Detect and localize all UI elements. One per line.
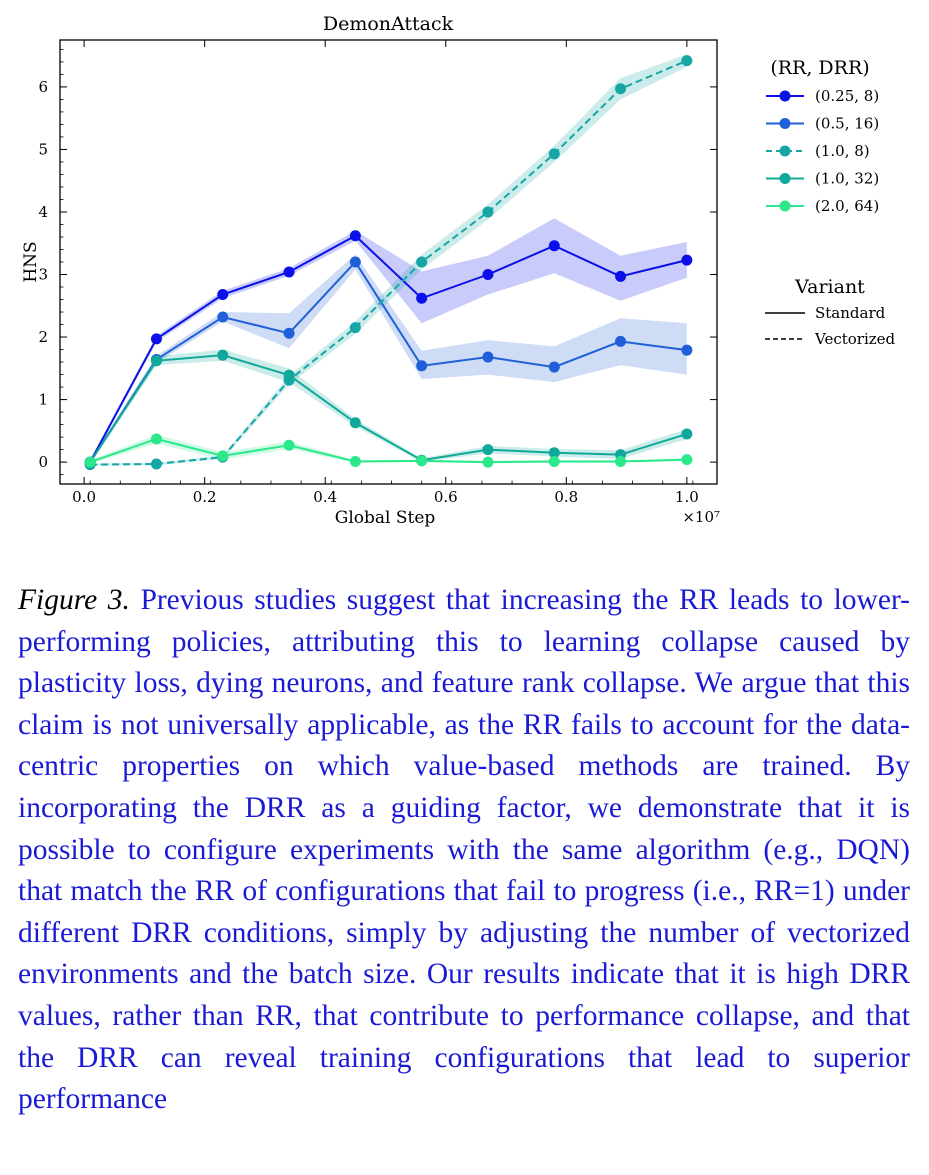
data-point-0-3 <box>283 266 295 278</box>
data-point-4-4 <box>349 455 361 467</box>
series-line-0 <box>89 234 688 463</box>
chart: DemonAttack HNS Global Step ×10⁷ 0.0 0.2 0… <box>21 13 896 528</box>
data-point-3-2 <box>217 349 229 361</box>
data-point-4-2 <box>217 450 229 462</box>
x-axis-multiplier: ×10⁷ <box>682 508 720 526</box>
x-tick-label-2: 0.4 <box>313 488 337 506</box>
series-line-2 <box>90 59 688 466</box>
legend-variant-title: Variant <box>794 276 865 298</box>
y-tick-label-6: 6 <box>38 78 48 96</box>
x-tick-label-1: 0.2 <box>193 488 217 506</box>
y-tick-label-5: 5 <box>38 140 48 158</box>
data-point-3-6 <box>482 444 494 456</box>
legend-title: (RR, DRR) <box>770 57 869 79</box>
data-point-0-1 <box>150 333 162 345</box>
data-point-1-6 <box>482 351 494 363</box>
data-point-4-6 <box>482 456 494 468</box>
legend-marker-1 <box>779 118 791 129</box>
y-axis-label: HNS <box>21 241 41 282</box>
data-point-3-7 <box>548 447 560 459</box>
legend-label-2: (1.0, 8) <box>815 142 870 160</box>
legend-label-1: (0.5, 16) <box>815 115 879 133</box>
data-point-0-7 <box>548 240 560 252</box>
legend: (RR, DRR) (0.25, 8) (0.5, 16) (1.0, 8) (1.0… <box>765 57 896 348</box>
data-point-3-4 <box>349 417 361 429</box>
y-tick-label-2: 2 <box>38 328 48 346</box>
legend-label-4: (2.0, 64) <box>815 197 879 215</box>
data-point-0-8 <box>615 270 627 282</box>
series-points <box>84 55 693 471</box>
data-point-4-0 <box>84 456 96 468</box>
data-point-0-4 <box>349 230 361 242</box>
legend-marker-0 <box>779 90 791 102</box>
data-point-1-7 <box>548 361 560 373</box>
data-point-1-3 <box>283 327 295 339</box>
data-point-2-8 <box>615 83 627 95</box>
x-tick-label-4: 0.8 <box>554 488 578 506</box>
data-point-3-1 <box>150 355 162 367</box>
legend-label-3: (1.0, 32) <box>815 170 879 188</box>
y-tick-label-1: 1 <box>38 391 48 409</box>
x-tick-label-3: 0.6 <box>434 488 458 506</box>
data-point-2-4 <box>349 322 361 334</box>
figure-caption: Figure 3. Previous studies suggest that … <box>18 580 910 1121</box>
legend-marker-2 <box>779 145 791 157</box>
figure-label: Figure 3. <box>18 584 130 616</box>
data-point-2-6 <box>482 206 494 218</box>
data-point-2-5 <box>416 256 428 268</box>
data-point-0-5 <box>416 292 428 304</box>
y-tick-label-0: 0 <box>38 453 48 471</box>
data-point-0-9 <box>681 254 693 266</box>
y-tick-label-3: 3 <box>38 266 48 284</box>
chart-title: DemonAttack <box>323 13 454 35</box>
series-line-1 <box>89 260 687 463</box>
caption-text: Previous studies suggest that increasing… <box>18 584 911 1116</box>
series-line-4 <box>89 437 687 464</box>
x-axis-label: Global Step <box>335 508 436 528</box>
x-tick-label-5: 1.0 <box>675 488 699 506</box>
data-point-4-9 <box>681 454 693 466</box>
data-point-4-3 <box>283 439 295 451</box>
series-lines <box>89 59 688 466</box>
data-point-3-9 <box>681 428 693 440</box>
data-point-4-8 <box>615 455 627 467</box>
data-point-1-2 <box>217 311 229 323</box>
data-point-2-9 <box>681 55 693 67</box>
y-tick-label-4: 4 <box>38 203 48 221</box>
series-band-4 <box>90 434 687 464</box>
data-point-1-8 <box>615 335 627 347</box>
series-line-3 <box>89 354 688 463</box>
data-point-0-6 <box>482 269 494 281</box>
data-point-1-5 <box>416 360 428 372</box>
x-tick-label-0: 0.0 <box>72 488 96 506</box>
data-point-2-1 <box>150 458 162 470</box>
axes: 0.0 0.2 0.4 0.6 0.8 1.0 0 1 2 3 4 5 6 <box>38 39 718 506</box>
legend-variant-label-0: Standard <box>815 304 886 322</box>
data-point-1-9 <box>681 344 693 356</box>
series-band-1 <box>90 254 687 464</box>
confidence-bands <box>90 54 687 466</box>
data-point-4-1 <box>150 433 162 445</box>
data-point-4-7 <box>548 455 560 467</box>
data-point-3-3 <box>283 369 295 381</box>
data-point-0-2 <box>217 289 229 301</box>
series-band-2 <box>90 54 687 466</box>
legend-marker-3 <box>779 173 791 184</box>
legend-variant-label-1: Vectorized <box>814 330 896 348</box>
data-point-2-7 <box>548 148 560 160</box>
legend-label-0: (0.25, 8) <box>815 87 879 105</box>
data-point-1-4 <box>349 256 361 268</box>
legend-marker-4 <box>779 200 791 212</box>
data-point-4-5 <box>416 455 428 467</box>
